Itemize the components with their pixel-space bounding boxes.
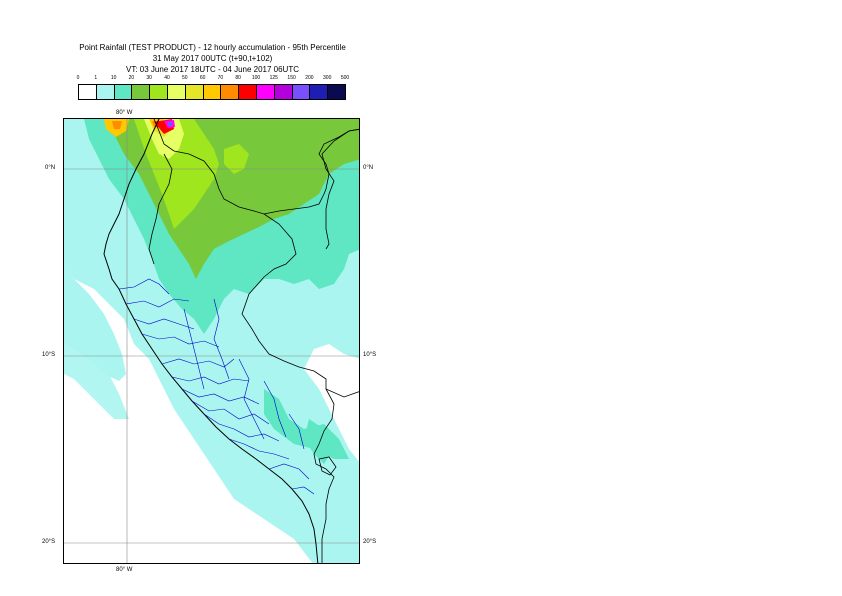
legend-label-5: 40 — [164, 75, 170, 81]
legend-swatch-11 — [273, 84, 293, 100]
legend-label-3: 20 — [128, 75, 135, 81]
lat-label-0-right: 0°N — [363, 165, 374, 171]
legend-swatch-12 — [291, 84, 311, 100]
legend-swatch-13 — [309, 84, 329, 100]
lake-titicaca — [318, 456, 337, 476]
border-brazil-east — [321, 128, 359, 250]
legend-label-1: 1 — [94, 75, 98, 81]
rain-area-light-cyan-coast — [64, 269, 126, 381]
border-bolivia-chile — [321, 504, 327, 563]
legend-swatch-2 — [113, 84, 133, 100]
legend-label-15: 500 — [340, 75, 350, 81]
legend-label-8: 70 — [217, 75, 224, 81]
border-colombia-ecuador-peru — [153, 119, 359, 215]
legend-swatch-6 — [184, 84, 204, 100]
legend-swatch-14 — [327, 84, 346, 100]
rain-area-dark-orange — [112, 121, 122, 129]
legend-swatch-4 — [149, 84, 168, 100]
legend-swatch-1 — [95, 84, 115, 100]
rain-area-light-cyan-west — [64, 319, 129, 419]
border-peru-brazil — [241, 213, 359, 398]
legend-label-9: 80 — [235, 75, 241, 81]
legend-label-14: 300 — [323, 75, 332, 81]
lat-label-0-left: 0°N — [45, 165, 56, 171]
legend-swatch-10 — [256, 84, 275, 100]
legend-label-11: 125 — [269, 75, 278, 81]
lat-label-10s-right: 10°S — [363, 352, 377, 358]
legend-swatch-7 — [202, 84, 222, 100]
legend-swatch-5 — [167, 84, 186, 100]
validity-time: VT: 03 June 2017 18UTC - 04 June 2017 06… — [126, 65, 299, 74]
border-peru-bolivia — [313, 388, 335, 505]
legend-swatch-9 — [238, 84, 257, 100]
legend-label-13: 200 — [305, 75, 314, 81]
lat-label-10s-left: 10°S — [42, 352, 56, 358]
lon-label-bottom: 80° W — [116, 567, 133, 573]
legend-label-4: 30 — [146, 75, 152, 81]
rain-area-yellow-green-2 — [224, 144, 249, 174]
legend-swatch-3 — [131, 84, 151, 100]
legend-threshold-labels: 0 1 10 20 30 40 50 60 70 80 100 125 150 200 300 500 — [0, 75, 425, 85]
rain-area-teal-east — [304, 419, 334, 464]
legend-label-12: 150 — [287, 75, 296, 81]
legend-swatch-8 — [220, 84, 240, 100]
lat-label-20s-left: 20°S — [42, 539, 56, 545]
lat-label-20s-right: 20°S — [363, 539, 377, 545]
rainfall-map — [64, 119, 359, 563]
legend-label-7: 60 — [199, 75, 206, 81]
map-title: Point Rainfall (TEST PRODUCT) - 12 hourl… — [79, 43, 346, 52]
rain-area-purple — [168, 122, 172, 126]
rain-area-yellow-green — [134, 119, 219, 229]
map-frame — [63, 118, 360, 564]
base-time: 31 May 2017 00UTC (t+90,t+102) — [152, 54, 273, 63]
legend-swatch-0 — [78, 84, 97, 100]
legend-label-6: 50 — [182, 75, 188, 81]
internal-borders — [118, 278, 315, 495]
legend-label-2: 10 — [110, 75, 117, 81]
lon-label-top: 80° W — [116, 110, 133, 116]
coastline — [103, 119, 319, 563]
border-ecuador-peru — [148, 153, 173, 265]
legend-label-0: 0 — [76, 75, 80, 81]
legend-label-10: 100 — [251, 75, 261, 81]
